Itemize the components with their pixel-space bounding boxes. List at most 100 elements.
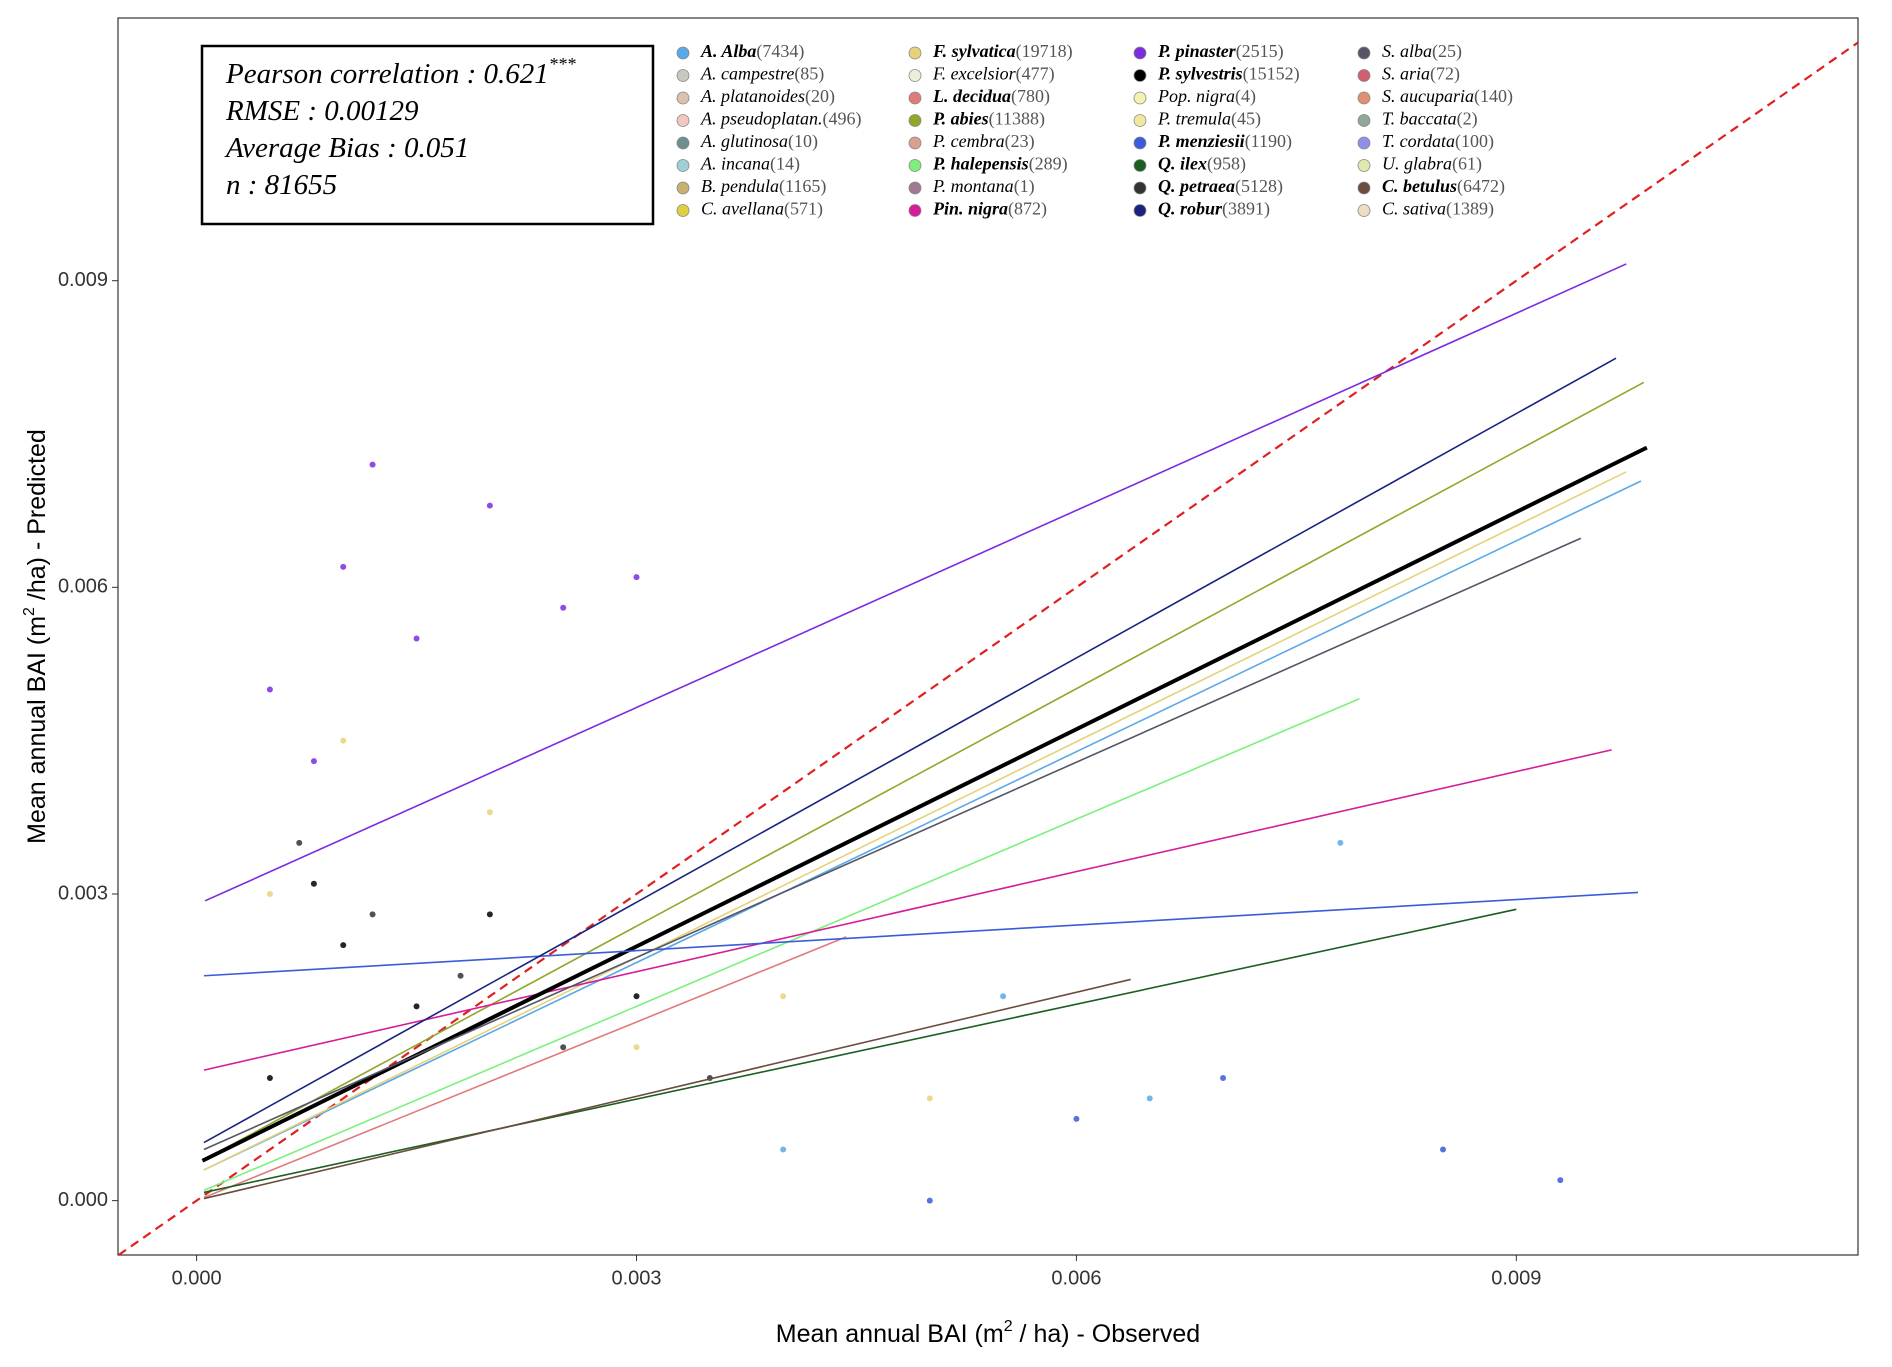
- legend-name: C. avellana: [701, 199, 784, 219]
- legend-swatch: [676, 114, 690, 127]
- legend-entry: P. tremula(45): [1157, 109, 1261, 130]
- point: [340, 563, 347, 570]
- legend-name: A. campestre: [700, 64, 794, 84]
- legend-name: A. glutinosa: [700, 131, 788, 151]
- legend-count: (1389): [1446, 199, 1494, 220]
- legend-swatch: [1133, 136, 1147, 150]
- legend-entry: A. platanoides(20): [700, 86, 835, 107]
- legend-entry: P. sylvestris(15152): [1157, 64, 1300, 85]
- legend-count: (872): [1008, 199, 1047, 220]
- legend-entry: Q. petraea(5128): [1158, 176, 1283, 197]
- legend-entry: U. glabra(61): [1382, 154, 1482, 175]
- legend-swatch: [676, 91, 690, 105]
- legend-name: P. pinaster: [1157, 41, 1237, 61]
- legend-swatch: [1133, 46, 1147, 60]
- legend-name: T. cordata: [1382, 131, 1455, 151]
- legend-name: C. betulus: [1382, 176, 1457, 196]
- point: [310, 880, 317, 887]
- point: [1440, 1146, 1447, 1153]
- x-tick-label: 0.006: [1051, 1267, 1101, 1289]
- legend-entry: A. incana(14): [700, 154, 800, 175]
- legend-entry: T. cordata(100): [1382, 131, 1494, 152]
- point: [266, 686, 273, 693]
- legend-count: (45): [1231, 109, 1261, 130]
- legend-count: (72): [1430, 64, 1460, 85]
- legend-swatch: [1357, 181, 1371, 195]
- legend-count: (85): [794, 64, 824, 85]
- legend-count: (15152): [1243, 64, 1300, 85]
- stat-line: Average Bias : 0.051: [224, 132, 469, 164]
- x-tick-label: 0.003: [611, 1267, 661, 1289]
- legend-count: (2515): [1236, 41, 1284, 62]
- legend-swatch: [1357, 114, 1371, 127]
- legend-swatch: [1133, 91, 1147, 105]
- legend-name: S. aria: [1382, 64, 1430, 84]
- legend-swatch: [1133, 159, 1147, 172]
- legend-swatch: [1133, 69, 1147, 82]
- legend-swatch: [1357, 159, 1371, 172]
- legend-count: (289): [1029, 154, 1068, 175]
- legend-name: P. montana: [932, 176, 1014, 196]
- fit-line: [203, 471, 1627, 1171]
- legend-entry: T. baccata(2): [1382, 109, 1478, 130]
- legend-name: P. cembra: [932, 131, 1005, 151]
- fit-line: [203, 480, 1642, 1171]
- point: [369, 911, 376, 918]
- legend-entry: Pop. nigra(4): [1157, 86, 1256, 107]
- x-axis-label: Mean annual BAI (m2 / ha) - Observed: [776, 1318, 1200, 1348]
- identity-line: [117, 41, 1859, 1256]
- legend-count: (14): [770, 154, 800, 175]
- legend-count: (571): [784, 199, 823, 220]
- y-axis-label-sup: 2: [21, 607, 38, 616]
- point: [340, 737, 347, 744]
- legend-swatch: [676, 181, 690, 195]
- legend-name: Q. ilex: [1158, 154, 1207, 174]
- fit-line: [203, 749, 1612, 1071]
- legend-name: P. halepensis: [932, 154, 1029, 174]
- legend-entry: L. decidua(780): [932, 86, 1050, 107]
- point: [926, 1197, 933, 1204]
- legend-entry: Q. robur(3891): [1158, 199, 1270, 220]
- legend-count: (1): [1014, 176, 1035, 197]
- point: [457, 972, 464, 979]
- stat-text: n : 81655: [226, 169, 337, 201]
- legend-name: P. tremula: [1157, 109, 1231, 129]
- legend-count: (1190): [1245, 131, 1292, 152]
- point: [1337, 839, 1344, 846]
- legend-entry: S. aucuparia(140): [1382, 86, 1513, 107]
- point: [1073, 1115, 1080, 1122]
- legend-name: P. abies: [932, 109, 989, 129]
- legend-count: (2): [1457, 109, 1478, 130]
- legend-entry: Pin. nigra(872): [932, 199, 1047, 220]
- legend-entry: P. menziesii(1190): [1157, 131, 1292, 152]
- legend-swatch: [676, 159, 690, 172]
- legend-swatch: [1357, 204, 1371, 217]
- legend-entry: C. sativa(1389): [1382, 199, 1494, 220]
- legend-count: (100): [1455, 131, 1494, 152]
- legend-swatch: [1133, 204, 1147, 217]
- point: [340, 942, 347, 949]
- legend-name: P. menziesii: [1157, 131, 1245, 151]
- point: [1220, 1074, 1227, 1081]
- point: [560, 1044, 567, 1051]
- legend-name: S. alba: [1382, 41, 1432, 61]
- stat-sup: ***: [549, 54, 576, 74]
- legend-count: (19718): [1016, 41, 1073, 62]
- legend-swatch: [908, 114, 922, 127]
- legend-entry: A. campestre(85): [700, 64, 824, 85]
- legend-count: (11388): [989, 109, 1045, 130]
- legend-name: C. sativa: [1382, 199, 1446, 219]
- legend-count: (958): [1207, 154, 1246, 175]
- legend-count: (496): [823, 109, 862, 130]
- stat-line: n : 81655: [226, 169, 337, 201]
- legend-name: A. pseudoplatan.: [700, 109, 823, 129]
- legend-name: A. incana: [700, 154, 770, 174]
- legend-entry: F. excelsior(477): [932, 64, 1055, 85]
- point: [266, 1074, 273, 1081]
- legend-swatch: [1357, 91, 1371, 105]
- y-axis-label-text: /ha) - Predicted: [23, 429, 51, 607]
- fit-line: [203, 381, 1645, 1161]
- fit-line: [203, 936, 847, 1199]
- point: [296, 839, 303, 846]
